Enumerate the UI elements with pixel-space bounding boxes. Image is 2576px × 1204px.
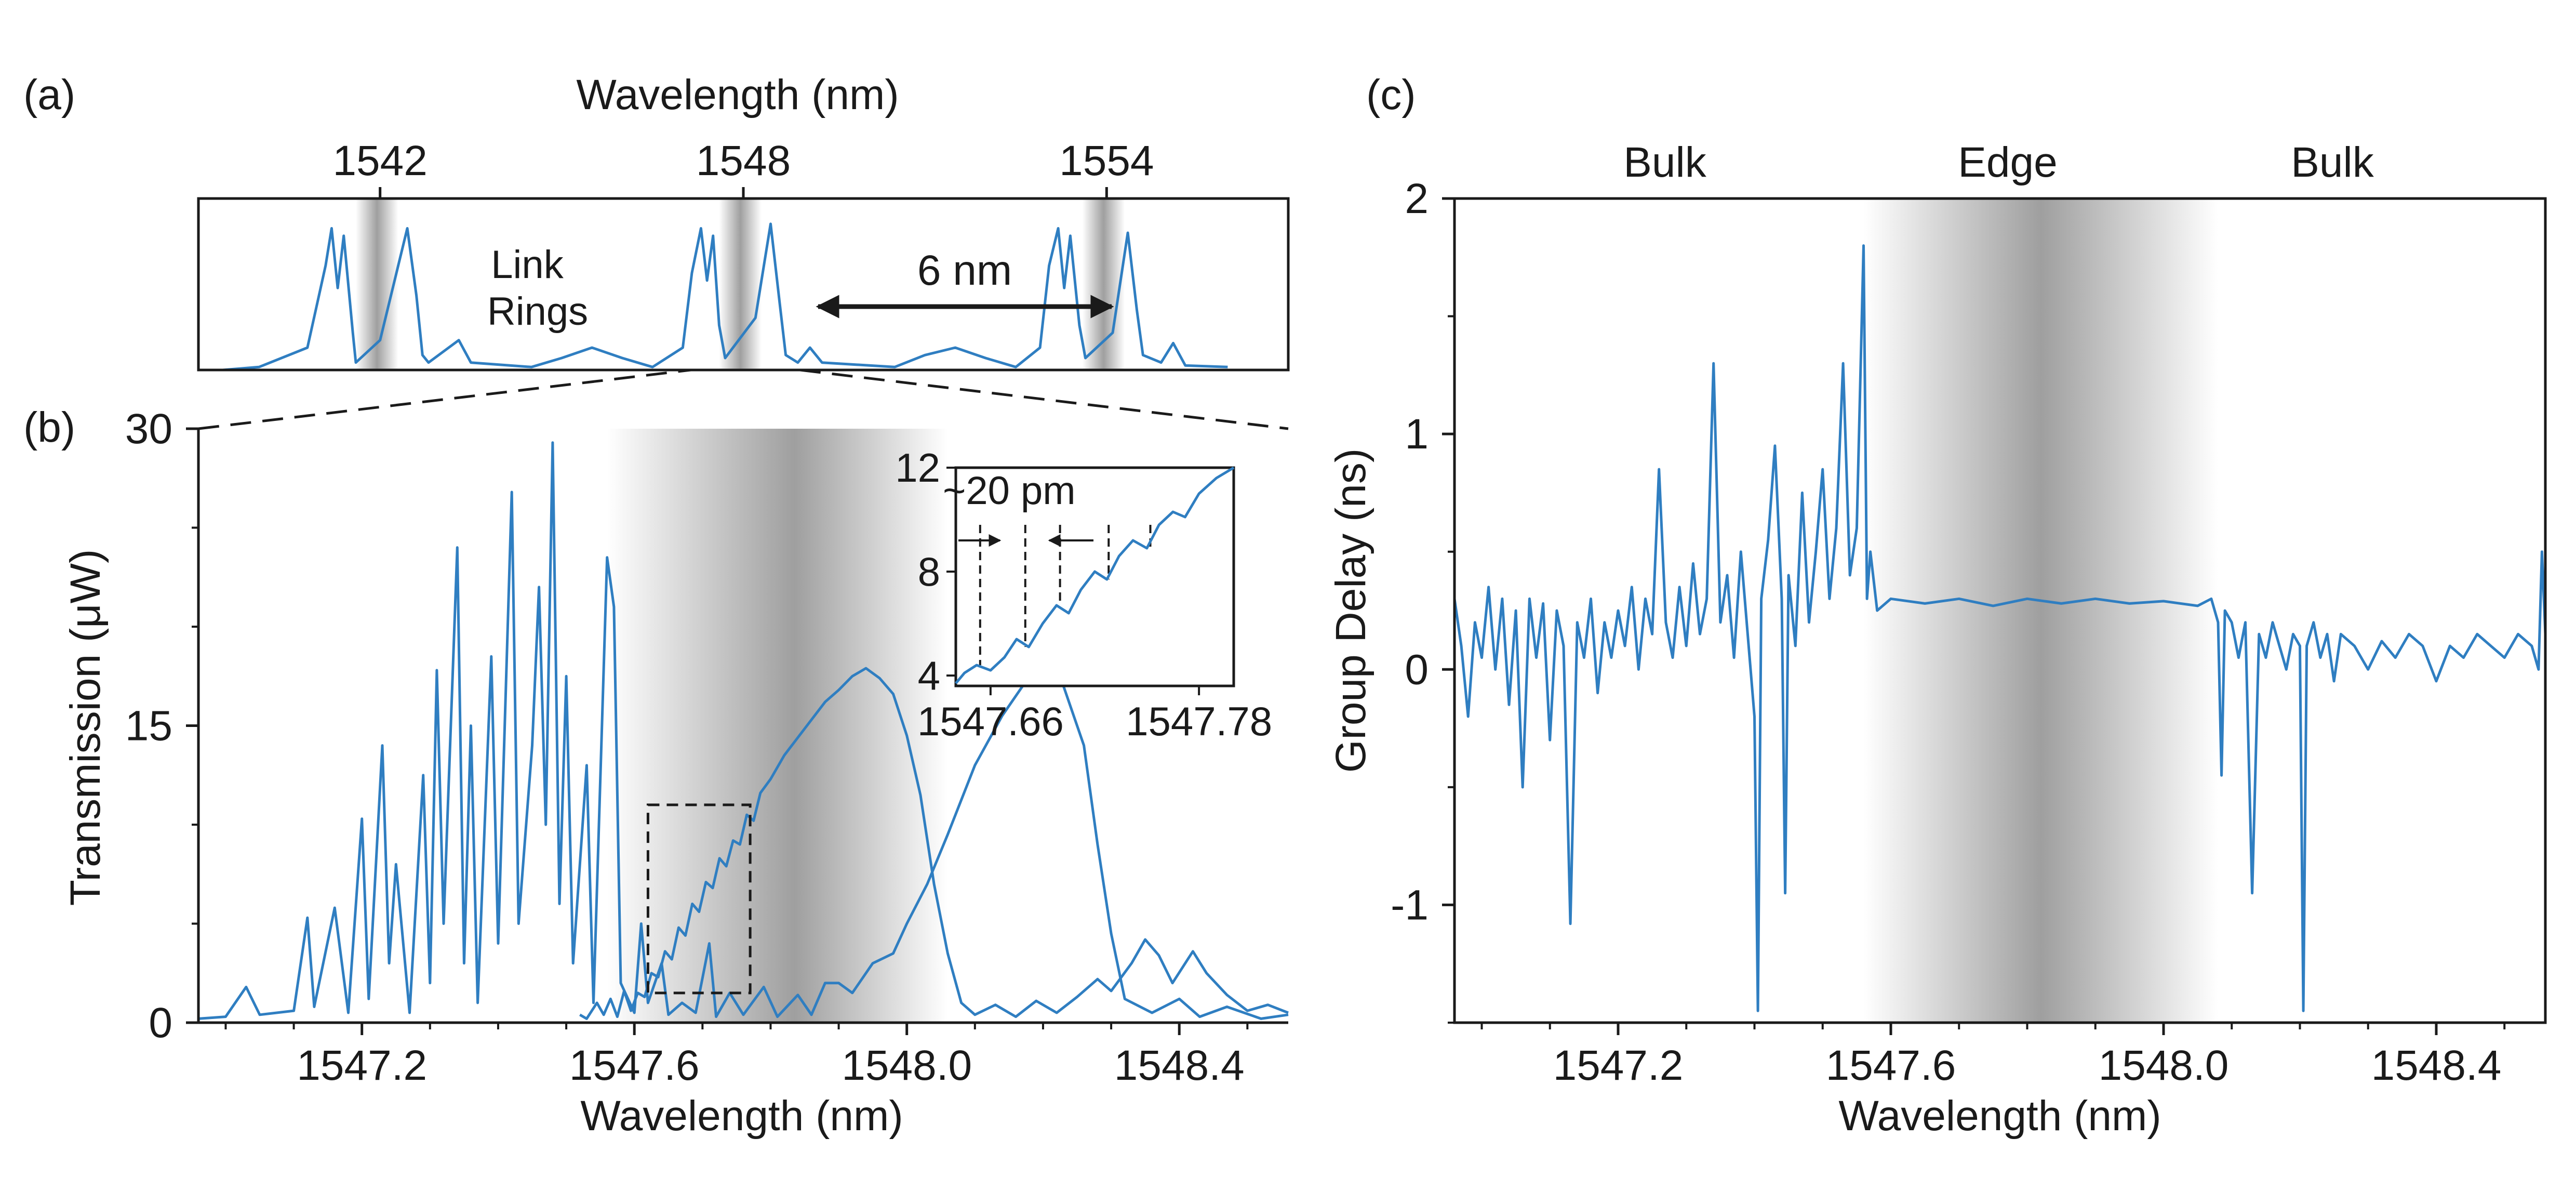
spacing-label: 6 nm bbox=[917, 247, 1012, 294]
panel-c-traces bbox=[1453, 244, 2547, 1012]
panel-b-ytick-label-1: 15 bbox=[125, 703, 172, 750]
region-label-bulk-left: Bulk bbox=[1623, 139, 1707, 186]
panel-c-ytick-label-2: 1 bbox=[1405, 411, 1429, 458]
inset-annotation: ~20 pm bbox=[943, 469, 1076, 513]
panel-b-xtick-label-3: 1548.4 bbox=[1114, 1042, 1245, 1089]
panel-a-ticks: 1542 1548 1554 bbox=[332, 137, 1154, 199]
panel-label-b: (b) bbox=[23, 404, 75, 451]
panel-c-frame bbox=[1453, 197, 2547, 1024]
panel-b-ylabel: Transmission (μW) bbox=[62, 549, 109, 906]
panel-c-ytick-label-1: 0 bbox=[1405, 646, 1429, 693]
panel-c-xtick-label-1: 1547.6 bbox=[1826, 1042, 1956, 1089]
inset-frame bbox=[954, 466, 1235, 687]
panel-c-xtick-label-2: 1548.0 bbox=[2099, 1042, 2229, 1089]
panel-b-xlabel: Wavelength (nm) bbox=[580, 1092, 903, 1140]
panel-b-series-0 bbox=[198, 441, 1289, 1020]
panel-a-xlabel: Wavelength (nm) bbox=[576, 71, 899, 118]
inset-ytick-label-2: 12 bbox=[895, 445, 940, 491]
panel-b-ytick-label-2: 30 bbox=[125, 405, 172, 453]
panel-c-ytick-label-0: -1 bbox=[1391, 881, 1429, 929]
link-rings-line-1: Link bbox=[491, 243, 564, 287]
panel-c-series-0 bbox=[1453, 244, 2547, 1012]
zoom-box bbox=[646, 803, 752, 995]
panel-label-a: (a) bbox=[23, 71, 75, 118]
panel-c-shade bbox=[1863, 199, 2218, 1023]
panel-b-series-1 bbox=[579, 667, 1289, 1020]
zoom-connector-right bbox=[799, 368, 1289, 430]
shaded-band-2 bbox=[1082, 199, 1125, 370]
panel-c-xtick-label-3: 1548.4 bbox=[2371, 1042, 2502, 1089]
panel-b-xtick-label-1: 1547.6 bbox=[569, 1042, 700, 1089]
region-label-bulk-right: Bulk bbox=[2291, 139, 2374, 186]
panel-c-ylabel: Group Delay (ns) bbox=[1327, 448, 1374, 773]
panel-c-ylabel-text: Group Delay (ns) bbox=[1327, 448, 1374, 773]
panel-a-shades bbox=[356, 199, 1125, 370]
panel-label-c: (c) bbox=[1366, 71, 1416, 118]
panel-a-tick-label-2: 1554 bbox=[1059, 137, 1154, 184]
panel-c-xlabel: Wavelength (nm) bbox=[1838, 1092, 2161, 1140]
inset-ytick-label-1: 8 bbox=[918, 549, 940, 594]
panel-a-frame bbox=[197, 197, 1290, 372]
panel-b-xtick-label-0: 1547.2 bbox=[297, 1042, 427, 1089]
panel-b-shade bbox=[607, 429, 948, 1023]
panel-b-xtick-label-2: 1548.0 bbox=[842, 1042, 972, 1089]
region-label-edge: Edge bbox=[1958, 139, 2058, 186]
panel-c-ytick-label-3: 2 bbox=[1405, 175, 1429, 222]
inset-ytick-label-0: 4 bbox=[918, 653, 940, 698]
panel-c-xtick-label-0: 1547.2 bbox=[1553, 1042, 1684, 1089]
inset-xtick-label-1: 1547.78 bbox=[1126, 698, 1272, 744]
panel-c-ticks: 1547.2 1547.6 1548.0 1548.4 -1 0 1 2 bbox=[1391, 175, 2506, 1089]
panel-b-ticks: 1547.2 1547.6 1548.0 1548.4 0 15 30 bbox=[125, 405, 1249, 1089]
shaded-band-1 bbox=[719, 199, 762, 370]
panel-b-traces bbox=[198, 441, 1289, 1020]
inset-ticks: 1547.66 1547.78 4 8 12 bbox=[895, 445, 1272, 744]
inset-xtick-label-0: 1547.66 bbox=[917, 698, 1064, 744]
inset-trace bbox=[955, 466, 1235, 684]
panel-a-tick-label-0: 1542 bbox=[332, 137, 427, 184]
inset-series-0 bbox=[955, 466, 1235, 684]
panel-a-tick-label-1: 1548 bbox=[696, 137, 791, 184]
zoom-connector-left bbox=[198, 368, 691, 430]
panel-b-ytick-label-0: 0 bbox=[149, 999, 172, 1047]
panel-b-ylabel-text: Transmission (μW) bbox=[62, 549, 109, 906]
link-rings-line-2: Rings bbox=[487, 289, 588, 334]
